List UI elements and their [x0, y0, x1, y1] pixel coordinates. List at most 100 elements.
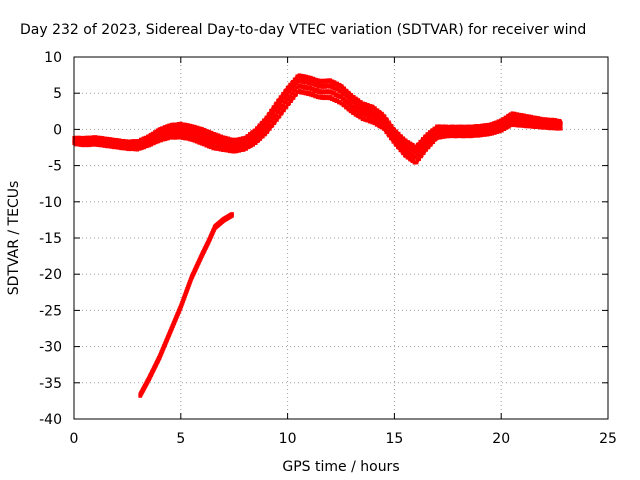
x-tick-label: 25 [599, 431, 617, 447]
data-point [294, 78, 298, 82]
data-point [392, 127, 396, 131]
data-point [271, 112, 275, 116]
data-point [256, 126, 260, 131]
data-point [245, 139, 249, 143]
data-point [219, 134, 223, 138]
chart-title: Day 232 of 2023, Sidereal Day-to-day VTE… [20, 22, 586, 38]
data-point [255, 136, 259, 140]
data-point [388, 122, 392, 126]
data-point [288, 89, 292, 93]
data-point [259, 127, 263, 131]
data-point [346, 94, 350, 98]
data-point [413, 154, 417, 158]
data-point [402, 151, 406, 155]
data-point [383, 114, 387, 118]
data-point [330, 90, 334, 94]
data-point [404, 154, 409, 158]
data-point [295, 81, 299, 85]
data-point [308, 80, 312, 84]
data-point [195, 134, 199, 138]
data-point [280, 111, 284, 115]
data-point [210, 130, 214, 135]
data-point [427, 145, 431, 149]
data-point [559, 127, 563, 131]
data-point [351, 104, 355, 109]
data-point [347, 101, 351, 106]
data-point [235, 139, 239, 143]
data-point [421, 147, 425, 151]
data-point [375, 117, 379, 121]
data-point [165, 133, 170, 137]
data-point [283, 96, 287, 100]
data-point [184, 135, 188, 139]
data-point [354, 106, 358, 111]
data-point [263, 132, 268, 136]
data-point [301, 78, 305, 83]
grid-lines [74, 57, 608, 419]
data-point [417, 157, 421, 161]
data-point [424, 134, 429, 138]
data-point [368, 113, 372, 117]
y-tick-label: -35 [39, 376, 62, 392]
data-point [155, 133, 159, 137]
x-tick-label: 20 [492, 431, 510, 447]
data-point [189, 123, 193, 128]
data-point [341, 90, 345, 94]
data-point [166, 125, 170, 129]
data-point [276, 106, 280, 110]
data-point [399, 148, 404, 152]
data-point [349, 102, 353, 107]
data-point [254, 141, 258, 145]
data-point [372, 115, 377, 119]
data-point [331, 85, 336, 89]
data-point [428, 135, 432, 140]
data-point [238, 142, 242, 146]
y-tick-label: -5 [48, 159, 62, 175]
data-point [419, 150, 423, 155]
data-point [169, 128, 174, 132]
data-point [156, 129, 161, 133]
data-point [162, 130, 166, 134]
data-point [415, 145, 419, 149]
data-point [153, 135, 157, 139]
data-point [251, 131, 256, 135]
data-point [399, 134, 404, 138]
data-point [286, 98, 290, 102]
data-point [201, 141, 205, 145]
data-point [381, 117, 386, 121]
data-point [393, 132, 397, 136]
data-point [173, 132, 177, 136]
data-point [282, 92, 286, 96]
data-point [203, 127, 207, 132]
data-point [409, 157, 413, 161]
data-point [365, 112, 370, 116]
data-points [72, 73, 563, 398]
data-point [424, 144, 428, 148]
data-point [202, 136, 206, 140]
data-point [230, 212, 234, 216]
data-point [237, 149, 241, 153]
data-point [258, 133, 262, 137]
data-point [261, 120, 265, 124]
data-point [317, 94, 321, 98]
data-point [371, 119, 375, 123]
data-point [381, 125, 385, 129]
data-point [305, 74, 309, 78]
data-point [181, 122, 186, 126]
data-point [397, 146, 402, 151]
data-point [258, 137, 263, 141]
data-point [420, 143, 425, 147]
data-point [270, 118, 274, 122]
data-point [297, 73, 302, 77]
data-point [270, 109, 274, 113]
data-point [366, 102, 370, 107]
data-point [344, 99, 348, 103]
data-point [415, 149, 420, 153]
data-point [219, 142, 223, 146]
data-point [379, 115, 383, 119]
data-point [403, 147, 407, 151]
data-point [373, 106, 377, 110]
data-point [399, 143, 403, 147]
data-point [397, 131, 401, 136]
data-point [390, 138, 395, 142]
